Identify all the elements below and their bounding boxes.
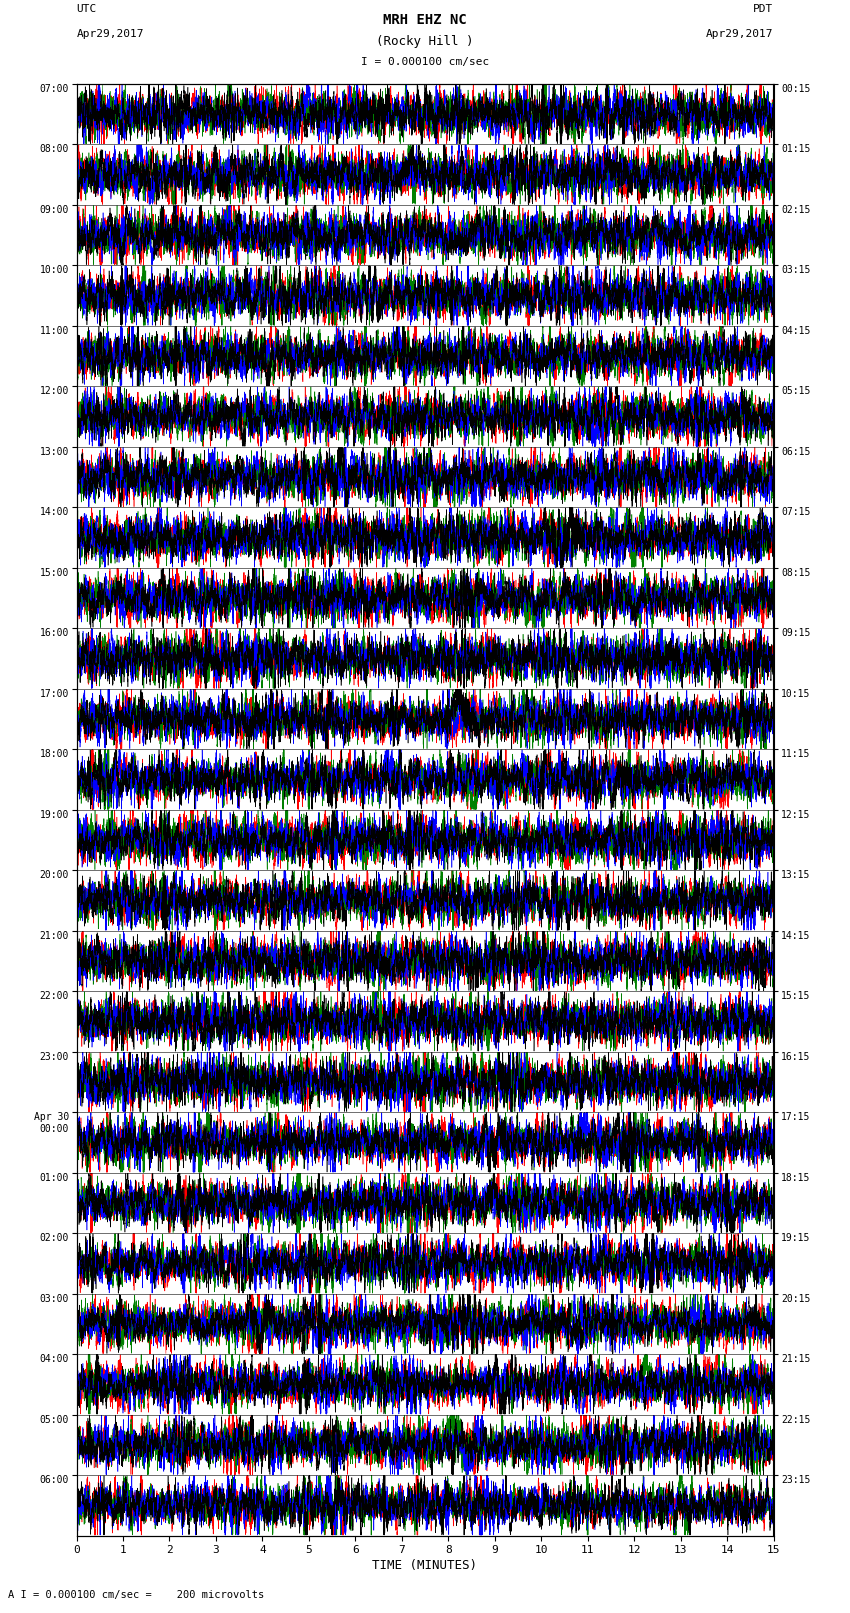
Text: A I = 0.000100 cm/sec =    200 microvolts: A I = 0.000100 cm/sec = 200 microvolts xyxy=(8,1590,264,1600)
Text: (Rocky Hill ): (Rocky Hill ) xyxy=(377,35,473,48)
X-axis label: TIME (MINUTES): TIME (MINUTES) xyxy=(372,1560,478,1573)
Text: PDT: PDT xyxy=(753,5,774,15)
Text: UTC: UTC xyxy=(76,5,97,15)
Text: I = 0.000100 cm/sec: I = 0.000100 cm/sec xyxy=(361,56,489,68)
Text: MRH EHZ NC: MRH EHZ NC xyxy=(383,13,467,26)
Text: Apr29,2017: Apr29,2017 xyxy=(706,29,774,39)
Text: Apr29,2017: Apr29,2017 xyxy=(76,29,144,39)
